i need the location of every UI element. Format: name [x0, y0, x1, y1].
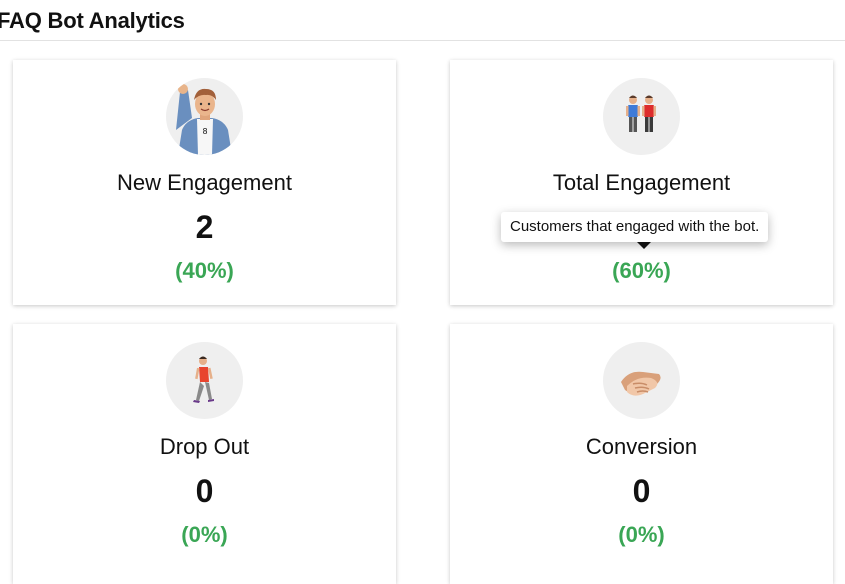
handshake-icon [603, 342, 680, 419]
card-label: Conversion [585, 434, 698, 459]
total-engagement-card[interactable]: Total Engagement 3 (60%) [450, 60, 833, 305]
conversion-card: Conversion 0 (0%) [450, 324, 833, 584]
card-label: Total Engagement [552, 170, 731, 195]
card-percent: (40%) [175, 258, 234, 283]
card-label: New Engagement [117, 170, 292, 195]
card-percent: (0%) [618, 522, 665, 547]
card-value: 0 [195, 473, 214, 509]
new-engagement-card: 8 New Engagement 2 (40%) [13, 60, 396, 305]
two-people-icon [603, 78, 680, 155]
tooltip-arrow [637, 242, 651, 249]
page-title: FAQ Bot Analytics [0, 8, 185, 33]
card-percent: (60%) [612, 258, 671, 283]
svg-text:8: 8 [202, 127, 207, 136]
walking-person-icon [166, 342, 243, 419]
waving-man-icon: 8 [166, 78, 243, 155]
card-label: Drop Out [159, 434, 250, 459]
drop-out-card: Drop Out 0 (0%) [13, 324, 396, 584]
card-value: 2 [195, 209, 214, 245]
page-header: FAQ Bot Analytics [0, 0, 845, 41]
card-percent: (0%) [181, 522, 228, 547]
engagement-tooltip: Customers that engaged with the bot. [501, 212, 769, 249]
tooltip-text: Customers that engaged with the bot. [510, 218, 760, 235]
card-value: 0 [632, 473, 651, 509]
